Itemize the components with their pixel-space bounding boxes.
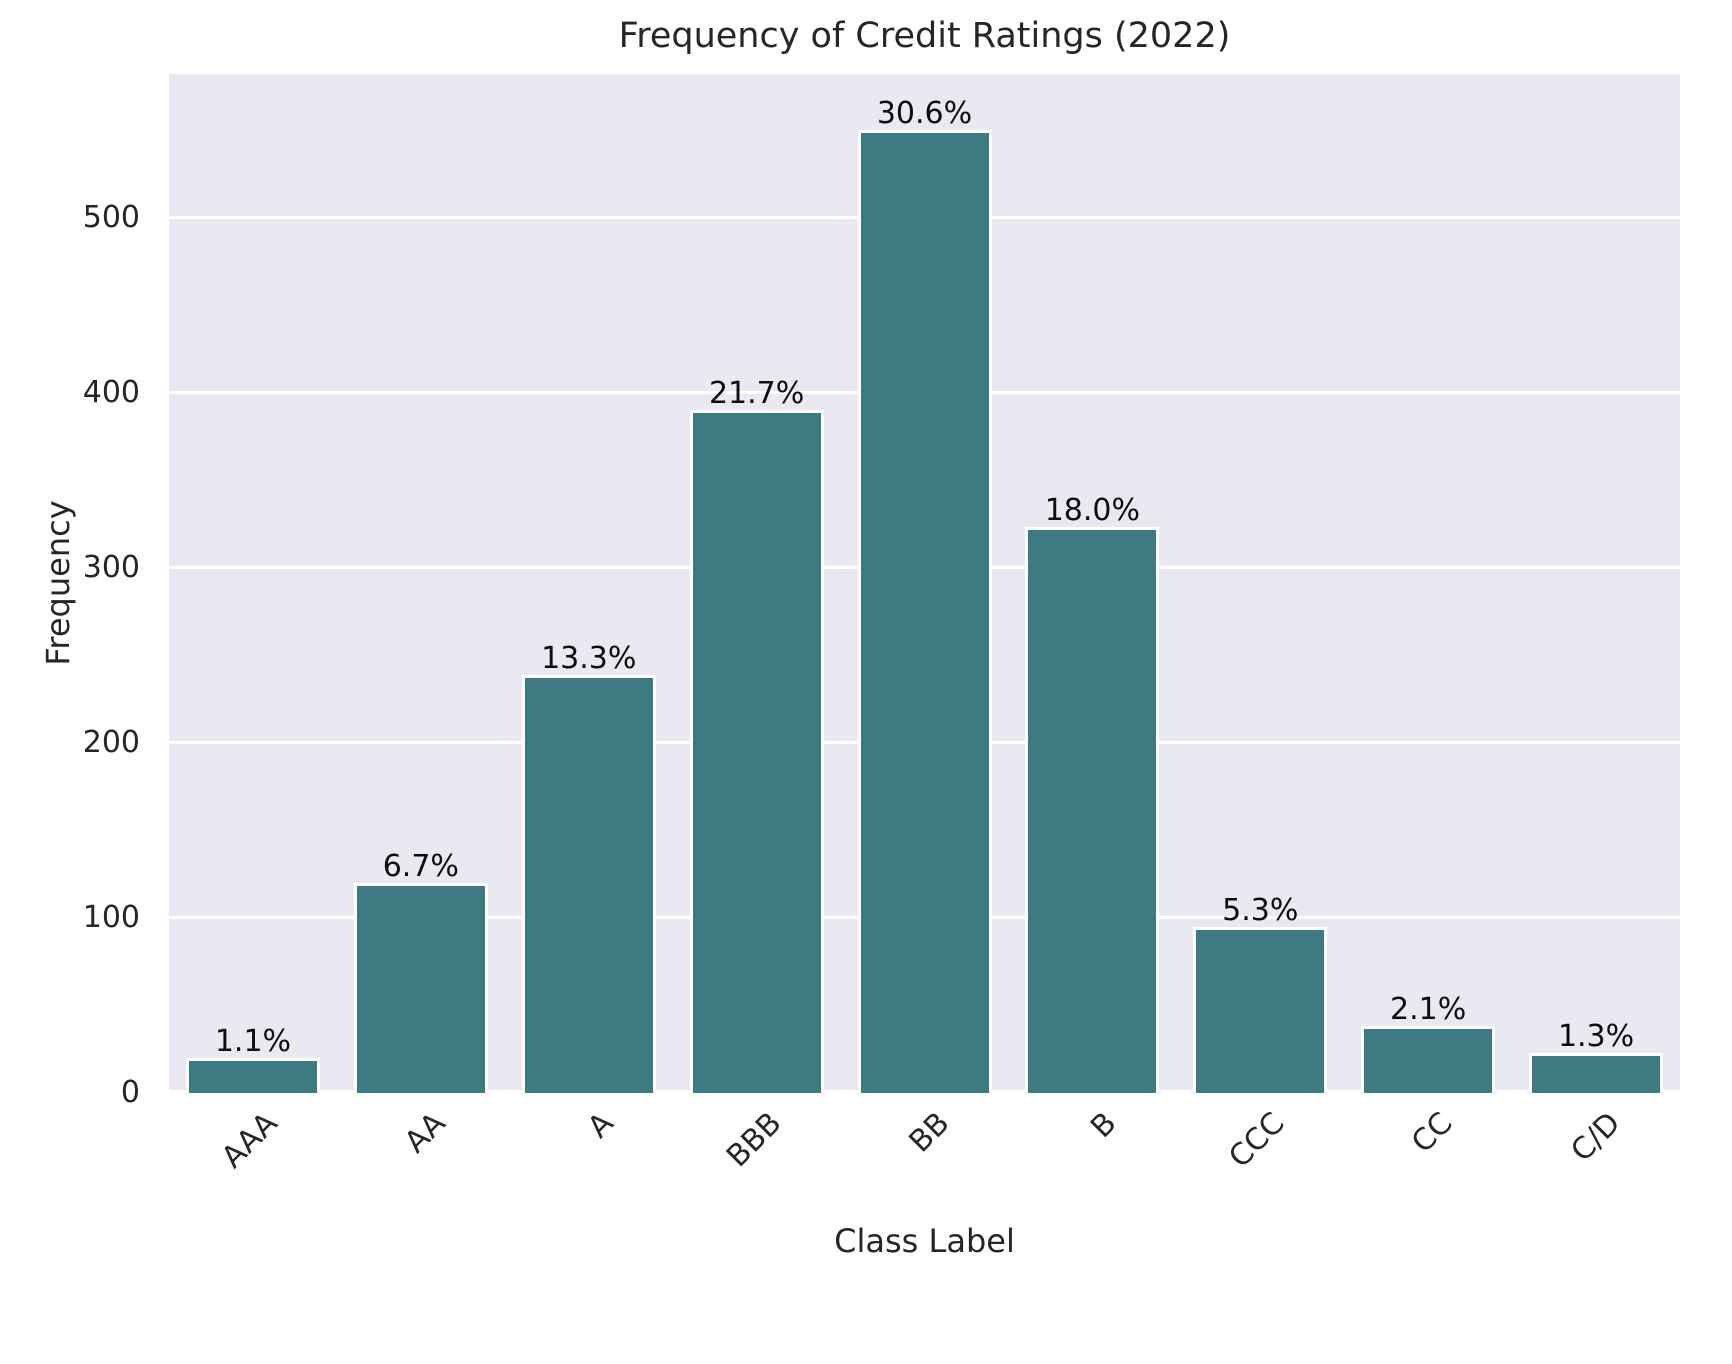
bar-value-label-bb: 30.6%: [876, 96, 973, 132]
x-axis-label: Class Label: [834, 1222, 1015, 1260]
y-tick-label-0: 0: [120, 1075, 140, 1110]
x-tick-label-cc: CC: [1405, 1105, 1460, 1161]
y-tick-label-100: 100: [82, 899, 140, 935]
bar-bb: [857, 130, 992, 1093]
chart-title: Frequency of Credit Ratings (2022): [618, 16, 1231, 56]
bar-value-label-cc: 2.1%: [1390, 992, 1467, 1028]
y-tick-label-200: 200: [82, 724, 140, 760]
bar-aaa: [185, 1057, 320, 1093]
y-tick-label-300: 300: [82, 549, 140, 585]
bar-value-label-c-d: 1.3%: [1557, 1018, 1635, 1054]
x-tick-label-bbb: BBB: [719, 1105, 789, 1175]
bar-value-label-bbb: 21.7%: [708, 376, 805, 412]
bar-c-d: [1529, 1052, 1664, 1093]
x-tick-label-bb: BB: [902, 1105, 956, 1160]
x-tick-label-ccc: CCC: [1222, 1105, 1292, 1175]
y-tick-label-400: 400: [82, 374, 140, 410]
bar-a: [521, 674, 656, 1093]
bar-ccc: [1193, 926, 1328, 1093]
plot-area: 1.1% 6.7% 13.3% 21.7% 30.6% 18.0% 5.3% 2.1% 1.3%: [169, 74, 1680, 1093]
bar-value-label-aa: 6.7%: [382, 848, 459, 884]
bar-value-label-b: 18.0%: [1044, 493, 1141, 529]
bar-aa: [353, 882, 488, 1093]
bar-cc: [1361, 1026, 1496, 1093]
x-tick-label-c-d: C/D: [1564, 1105, 1628, 1169]
x-tick-label-a: A: [580, 1105, 621, 1145]
x-tick-label-aaa: AAA: [214, 1105, 285, 1176]
bar-value-label-ccc: 5.3%: [1222, 892, 1299, 928]
bar-b: [1025, 527, 1160, 1093]
y-tick-label-500: 500: [82, 199, 140, 235]
bar-value-label-aaa: 1.1%: [214, 1023, 292, 1059]
bar-bbb: [689, 410, 824, 1093]
bar-value-label-a: 13.3%: [541, 640, 637, 676]
x-tick-label-b: B: [1084, 1105, 1124, 1146]
x-tick-label-aa: AA: [397, 1105, 453, 1161]
